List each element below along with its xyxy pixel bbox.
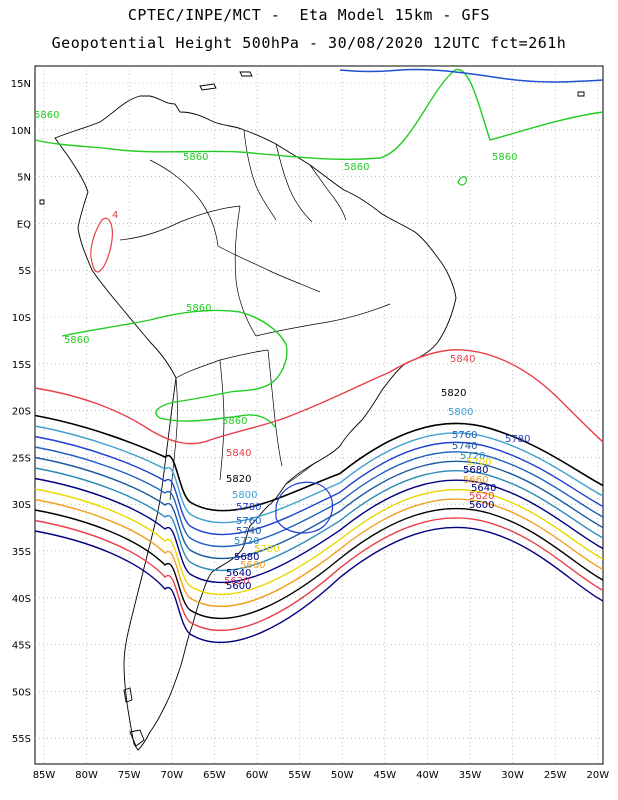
contour-label-5760: 5760	[452, 430, 477, 441]
contour-label-5860: 5860	[183, 152, 208, 163]
contour-upper	[339, 68, 604, 83]
chart-title: CPTEC/INPE/MCT - Eta Model 15km - GFS	[127, 6, 491, 24]
lon-tick-label: 80W	[75, 770, 98, 781]
contour-label-layer: 5860 5860 5860 5860 5860 5860 5860 5840 …	[34, 110, 530, 592]
contour-5620	[34, 517, 604, 632]
lon-tick-label: 20W	[586, 770, 609, 781]
lat-tick-label: 45S	[12, 641, 31, 652]
lon-tick-label: 65W	[203, 770, 226, 781]
contour-label-5860: 5860	[186, 303, 211, 314]
contour-label-5680: 5680	[463, 465, 488, 476]
lon-tick-label: 75W	[118, 770, 141, 781]
lon-tick-label: 40W	[416, 770, 439, 781]
contour-5860	[34, 68, 604, 161]
contour-label-5820: 5820	[226, 474, 251, 485]
contour-label-5740: 5740	[452, 441, 477, 452]
contour-5740	[34, 456, 604, 560]
map-frame	[34, 65, 604, 765]
lon-tick-label: 85W	[33, 770, 56, 781]
lat-tick-label: 10N	[11, 126, 31, 137]
contour-label-5660: 5660	[463, 475, 488, 486]
contour-label-low: 4	[112, 210, 118, 221]
contour-label-5860: 5860	[64, 335, 89, 346]
contour-5760	[34, 446, 604, 548]
contour-label-5640: 5640	[471, 483, 496, 494]
contour-5680	[34, 488, 604, 596]
south-america-coast	[54, 95, 457, 751]
contour-label-5840: 5840	[226, 448, 251, 459]
contour-5600	[34, 526, 604, 643]
lat-tick-label: 15N	[11, 79, 31, 90]
lon-tick-label: 60W	[246, 770, 269, 781]
latitude-labels: 15N 10N 5N EQ 5S 10S 15S 20S 25S 30S 35S 40S 45S 50S 5…	[11, 79, 31, 745]
contour-5800	[34, 425, 604, 524]
contour-label-5780: 5780	[236, 502, 261, 513]
contour-5820	[34, 414, 604, 512]
lat-tick-label: 15S	[12, 360, 31, 371]
contour-5700	[34, 477, 604, 584]
contour-label-5760: 5760	[236, 516, 261, 527]
contour-low	[90, 217, 113, 273]
lat-tick-label: 30S	[12, 500, 31, 511]
lon-tick-label: 35W	[459, 770, 482, 781]
lat-tick-label: 40S	[12, 594, 31, 605]
lat-tick-label: 25S	[12, 453, 31, 464]
contour-label-5680: 5680	[234, 552, 259, 563]
graticule	[35, 66, 603, 764]
contour-5720	[34, 467, 604, 572]
contour-label-5800: 5800	[448, 407, 473, 418]
contour-label-5700: 5700	[466, 457, 491, 468]
contour-5640	[34, 507, 604, 620]
lat-tick-label: 35S	[12, 547, 31, 558]
lat-tick-label: 20S	[12, 407, 31, 418]
lon-tick-label: 45W	[373, 770, 396, 781]
lon-tick-label: 50W	[331, 770, 354, 781]
lon-tick-label: 25W	[544, 770, 567, 781]
contour-5840	[34, 349, 604, 445]
coastline	[39, 71, 585, 751]
contour-label-5860: 5860	[222, 416, 247, 427]
contour-label-5860: 5860	[492, 152, 517, 163]
lat-tick-label: 50S	[12, 687, 31, 698]
contour-cyclone	[275, 481, 334, 534]
contour-label-5620: 5620	[469, 491, 494, 502]
contour-label-5820: 5820	[441, 388, 466, 399]
lon-tick-label: 30W	[501, 770, 524, 781]
contour-5860	[61, 309, 288, 429]
contour-label-5860: 5860	[344, 162, 369, 173]
contour-label-5600: 5600	[469, 500, 494, 511]
lon-tick-label: 55W	[288, 770, 311, 781]
contour-5780	[34, 435, 604, 536]
contour-label-5620: 5620	[224, 576, 249, 587]
contour-label-5720: 5720	[460, 451, 485, 462]
chart-subtitle: Geopotential Height 500hPa - 30/08/2020 …	[51, 34, 567, 52]
contour-label-5840: 5840	[450, 354, 475, 365]
contour-lines	[34, 68, 604, 643]
lon-tick-label: 70W	[160, 770, 183, 781]
contour-label-5780: 5780	[505, 434, 530, 445]
lat-tick-label: 10S	[12, 313, 31, 324]
contour-label-5860: 5860	[34, 110, 59, 121]
contour-label-5720: 5720	[234, 536, 259, 547]
contour-label-5740: 5740	[236, 526, 261, 537]
longitude-labels: 85W 80W 75W 70W 65W 60W 55W 50W 45W 40W 35W 30W 25W 2…	[33, 770, 610, 781]
contour-label-5600: 5600	[226, 581, 251, 592]
lat-tick-label: 5S	[18, 266, 31, 277]
lat-tick-label: 55S	[12, 734, 31, 745]
contour-label-5660: 5660	[240, 560, 265, 571]
contour-label-5640: 5640	[226, 568, 251, 579]
lat-tick-label: EQ	[17, 219, 31, 230]
contour-5660	[34, 498, 604, 608]
contour-label-5700: 5700	[254, 544, 279, 555]
lat-tick-label: 5N	[17, 173, 31, 184]
contour-label-5800: 5800	[232, 490, 257, 501]
contour-5860	[457, 176, 467, 186]
